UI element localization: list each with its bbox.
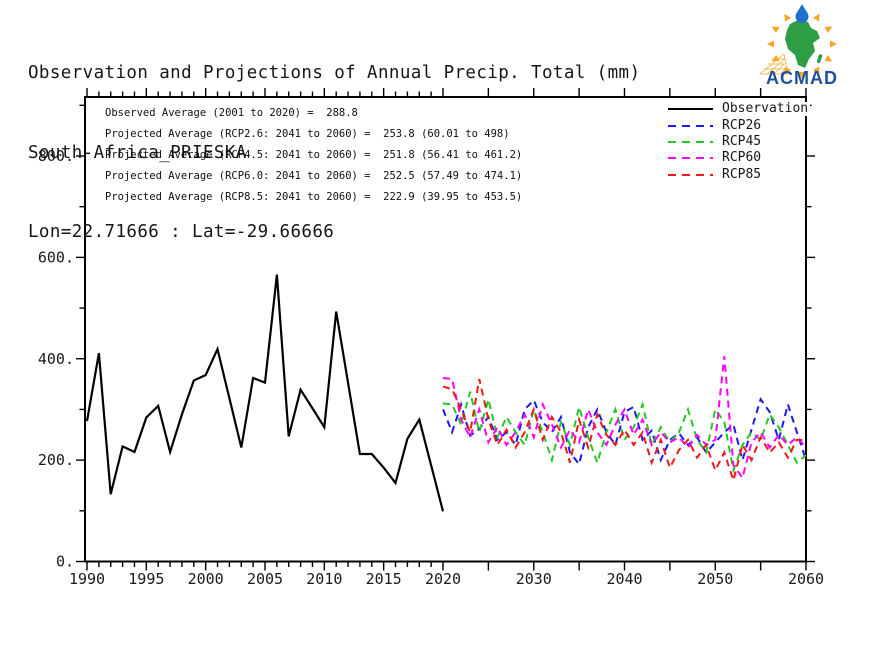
- acmad-logo: ACMAD: [759, 4, 838, 88]
- x-tick-label: 2030: [516, 570, 552, 588]
- x-tick-label: 2050: [697, 570, 733, 588]
- plot-border: [84, 96, 807, 563]
- series-line-rcp45: [442, 391, 807, 475]
- average-annotations: Observed Average (2001 to 2020) = 288.8 P…: [105, 103, 522, 208]
- logo-sun-rays-icon: [767, 9, 837, 79]
- x-tick-label: 1995: [128, 570, 164, 588]
- legend-item-rcp45: RCP45: [668, 134, 810, 150]
- legend-line-sample: [668, 173, 713, 176]
- y-tick-label: 800.: [38, 147, 74, 165]
- logo-mesh-icon: [759, 53, 789, 75]
- chart-station-name: South-Africa_PRIESKA: [28, 142, 247, 163]
- legend-label: RCP60: [720, 150, 764, 166]
- chart-title-block: Observation and Projections of Annual Pr…: [28, 7, 640, 299]
- series-line-observation: [85, 274, 445, 512]
- logo-acmad-text: ACMAD: [766, 68, 838, 88]
- legend-line-sample: [668, 140, 713, 143]
- series-line-rcp85: [442, 378, 806, 484]
- x-tick-label: 1990: [69, 570, 105, 588]
- logo-drop-icon: [795, 4, 809, 24]
- chart-coordinates: Lon=22.71666 : Lat=-29.66666: [28, 222, 335, 242]
- y-tick-label: 400.: [38, 350, 74, 368]
- y-tick-label: 200.: [38, 451, 74, 469]
- legend-line-sample: [668, 124, 713, 127]
- legend-line-sample: [668, 157, 713, 160]
- legend: Observation RCP26 RCP45 RCP60 RCP85: [668, 101, 811, 183]
- legend-item-rcp85: RCP85: [668, 167, 810, 183]
- x-tick-label: 2005: [247, 570, 283, 588]
- average-annotation-line: Projected Average (RCP8.5: 2041 to 2060)…: [105, 191, 523, 203]
- legend-line-sample: [668, 108, 713, 111]
- x-tick-label: 2040: [606, 570, 642, 588]
- x-tick-label: 2015: [366, 570, 402, 588]
- legend-item-rcp26: RCP26: [668, 117, 810, 133]
- average-annotation-line: Observed Average (2001 to 2020) = 288.8: [105, 107, 358, 119]
- x-tick-label: 2010: [306, 570, 342, 588]
- x-tick-label: 2020: [425, 570, 461, 588]
- average-annotation-line: Projected Average (RCP2.6: 2041 to 2060)…: [105, 128, 510, 140]
- series-line-rcp60: [442, 356, 807, 481]
- logo-africa-icon: [785, 20, 823, 68]
- average-annotation-line: Projected Average (RCP6.0: 2041 to 2060)…: [105, 170, 523, 182]
- average-annotation-line: Projected Average (RCP4.5: 2041 to 2060)…: [105, 149, 523, 161]
- legend-item-rcp60: RCP60: [668, 150, 810, 166]
- legend-label: Observation: [720, 101, 811, 117]
- series-line-rcp26: [442, 397, 807, 467]
- y-tick-label: 600.: [38, 248, 74, 266]
- legend-item-observation: Observation: [668, 101, 811, 117]
- legend-label: RCP85: [720, 166, 764, 182]
- legend-label: RCP26: [720, 117, 764, 133]
- x-tick-label: 2000: [188, 570, 224, 588]
- y-tick-label: 0.: [56, 553, 74, 571]
- x-tick-label: 2060: [788, 570, 824, 588]
- legend-label: RCP45: [720, 133, 764, 149]
- chart-title: Observation and Projections of Annual Pr…: [28, 63, 641, 83]
